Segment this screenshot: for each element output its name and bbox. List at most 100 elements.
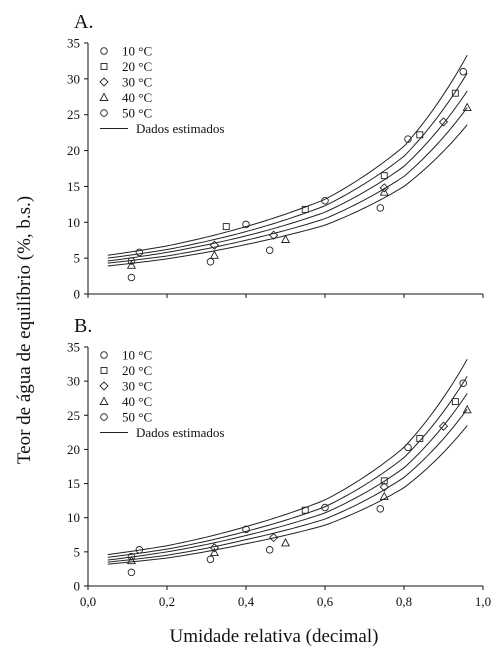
y-tick-label-b-35: 35 [67,340,80,355]
data-point-b-s1-2 [135,546,144,554]
data-point-b-s4-4 [379,491,389,500]
data-point-b-s1-5 [404,443,412,452]
legend-label-b-50-c: 50 °C [122,410,152,425]
fitted-curve-a-1 [107,54,468,256]
data-point-a-s1-2 [135,248,144,257]
y-tick-label-b-20: 20 [67,442,80,457]
legend-marker-b-5 [100,413,108,421]
data-point-a-s3-4 [438,117,449,127]
data-point-a-s5-4 [376,204,385,212]
data-point-a-s2-1 [222,223,230,231]
y-tick-label-a-25: 25 [67,107,80,122]
fitted-curve-b-1 [107,359,468,556]
data-point-b-s5-1 [127,568,136,577]
legend-marker-a-4 [99,92,109,101]
data-point-a-s2-5 [451,89,459,97]
y-tick-label-a-35: 35 [67,36,80,51]
legend-label-a-40-c: 40 °C [122,90,152,105]
legend-marker-b-4 [99,396,109,405]
y-tick-label-a-5: 5 [74,251,81,266]
x-tick-label-b-1: 0,2 [159,594,175,609]
data-point-a-s5-3 [265,246,274,255]
fitted-curve-a-4 [107,107,468,264]
data-point-a-s3-3 [379,183,389,193]
chart-panel-b: B. 0 5 10 15 20 25 30 35 0,0 0,2 0,4 0,6 0,8 1,0 10 °C2… [67,315,491,609]
data-point-a-s4-5 [462,102,472,111]
data-point-a-s4-2 [209,250,219,259]
x-tick-label-b-0: 0,0 [80,594,96,609]
y-tick-label-b-25: 25 [67,408,80,423]
data-point-a-s5-2 [206,257,215,266]
y-tick-label-b-30: 30 [67,374,80,389]
panel-label-b: B. [74,315,92,337]
data-point-a-s4-3 [280,234,291,243]
x-axis-title: Umidade relativa (decimal) [170,626,379,647]
fitted-curve-a-5 [107,124,468,267]
fitted-curve-b-4 [107,408,468,563]
legend-marker-b-1 [100,351,108,359]
y-tick-label-b-0: 0 [74,579,81,594]
chart-panel-a: A. 0 5 10 15 20 25 30 35 10 °C20 °C30 °C40 °C50 °… [67,11,484,302]
fitted-curve-b-3 [107,393,468,561]
y-tick-label-a-30: 30 [67,71,80,86]
x-tick-label-b-5: 1,0 [475,594,491,609]
data-point-b-s4-1 [126,555,137,565]
data-point-b-s2-2 [380,477,388,485]
data-point-b-s3-2 [269,532,279,543]
data-point-b-s2-4 [451,398,459,406]
panel-label-a: A. [74,11,93,33]
data-point-b-s1-1 [127,552,136,561]
y-tick-label-b-5: 5 [74,544,81,559]
y-axis-title: Teor de água de equilíbrio (%, b.s.) [14,196,35,464]
data-point-b-s1-6 [459,379,468,387]
legend-marker-b-3 [99,381,109,391]
data-point-a-s5-1 [127,273,136,282]
legend-marker-b-2 [100,367,108,374]
y-tick-label-a-10: 10 [67,215,80,230]
y-tick-label-a-20: 20 [67,143,80,158]
data-point-a-s1-4 [321,197,329,205]
legend-label-b-30-c: 30 °C [122,379,152,394]
y-tick-label-a-0: 0 [74,287,81,302]
data-point-b-s2-3 [416,435,424,442]
fitted-curve-a-2 [107,72,468,259]
data-point-b-s1-4 [321,503,329,512]
data-point-b-s5-3 [265,546,274,554]
fitted-curve-b-2 [107,376,468,558]
data-point-a-s1-3 [242,220,250,229]
y-tick-label-b-10: 10 [67,510,80,525]
legend-label-b-dados-estimados: Dados estimados [136,425,224,440]
legend-label-a-10-c: 10 °C [122,44,152,59]
data-point-a-s1-6 [459,67,468,76]
data-point-b-s4-5 [462,404,472,414]
data-point-a-s2-3 [380,172,388,180]
data-point-b-s2-1 [301,506,309,514]
data-point-a-s3-1 [209,240,220,250]
legend-label-b-40-c: 40 °C [122,394,152,409]
legend-marker-a-1 [100,47,108,55]
x-tick-label-b-2: 0,4 [238,594,255,609]
legend-label-a-20-c: 20 °C [122,59,152,74]
x-tick-label-b-4: 0,8 [396,594,412,609]
data-point-b-s5-2 [206,555,215,564]
legend-label-a-50-c: 50 °C [122,106,152,121]
legend-marker-a-3 [99,77,109,87]
data-point-a-s4-1 [126,260,137,269]
y-tick-label-b-15: 15 [67,476,80,491]
data-point-b-s3-3 [379,482,389,492]
y-tick-label-a-15: 15 [67,179,80,194]
data-point-a-s3-2 [269,230,279,240]
legend-label-a-dados-estimados: Dados estimados [136,121,224,136]
data-point-a-s1-5 [404,135,412,143]
data-point-b-s1-3 [242,525,250,534]
data-point-b-s4-2 [209,547,219,556]
data-point-b-s3-4 [438,421,449,431]
fitted-curve-b-5 [107,425,468,565]
data-point-a-s1-1 [127,257,136,265]
legend-label-a-30-c: 30 °C [122,75,152,90]
fitted-curve-a-3 [107,90,468,262]
legend-label-b-20-c: 20 °C [122,363,152,378]
data-point-a-s2-4 [416,131,424,139]
x-tick-label-b-3: 0,6 [317,594,334,609]
